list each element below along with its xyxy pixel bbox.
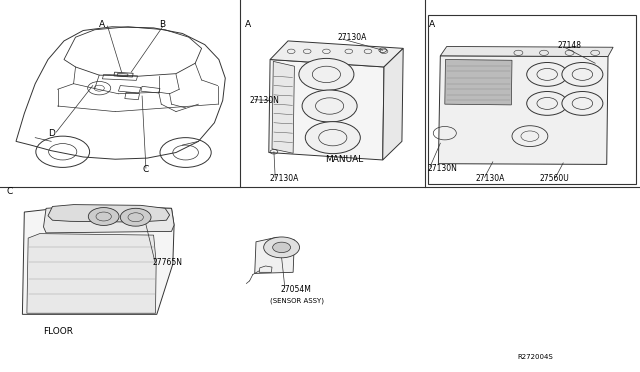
Circle shape [302, 90, 357, 122]
Text: (SENSOR ASSY): (SENSOR ASSY) [270, 297, 324, 304]
Text: 27054M: 27054M [280, 285, 311, 294]
Bar [461, 106, 471, 109]
Circle shape [562, 62, 603, 86]
Polygon shape [270, 41, 403, 67]
Polygon shape [383, 48, 403, 160]
Circle shape [562, 92, 603, 115]
Text: C: C [142, 165, 148, 174]
Text: 27130N: 27130N [428, 164, 458, 173]
Circle shape [120, 208, 151, 226]
Text: R272004S: R272004S [518, 354, 554, 360]
Text: 27560U: 27560U [540, 174, 569, 183]
Circle shape [264, 237, 300, 258]
Polygon shape [44, 206, 174, 233]
Circle shape [512, 126, 548, 147]
Bar [474, 106, 484, 109]
Polygon shape [269, 60, 384, 160]
Polygon shape [438, 56, 608, 164]
Circle shape [273, 242, 291, 253]
Polygon shape [445, 60, 512, 105]
Text: D: D [48, 129, 55, 138]
Polygon shape [255, 237, 294, 273]
Text: A: A [99, 20, 106, 29]
Text: FLOOR: FLOOR [44, 327, 74, 336]
Bar [486, 106, 497, 109]
Text: B: B [159, 20, 165, 29]
Text: 27130A: 27130A [337, 33, 367, 42]
Text: A: A [429, 20, 435, 29]
Text: MANUAL: MANUAL [325, 155, 364, 164]
Polygon shape [22, 206, 174, 314]
Circle shape [299, 58, 354, 90]
Bar [428, 15, 636, 184]
Polygon shape [27, 234, 156, 313]
Polygon shape [440, 46, 613, 57]
Text: 27130A: 27130A [476, 174, 505, 183]
Text: 27130A: 27130A [269, 174, 299, 183]
Polygon shape [48, 205, 170, 222]
Circle shape [305, 122, 360, 154]
Text: 27148: 27148 [557, 41, 582, 50]
Circle shape [527, 92, 568, 115]
Bar [448, 106, 458, 109]
Text: C: C [6, 187, 13, 196]
Text: 27765N: 27765N [152, 258, 182, 267]
Polygon shape [272, 61, 294, 153]
Circle shape [527, 62, 568, 86]
Circle shape [88, 208, 119, 225]
Text: A: A [244, 20, 251, 29]
Text: 27130N: 27130N [250, 96, 280, 105]
